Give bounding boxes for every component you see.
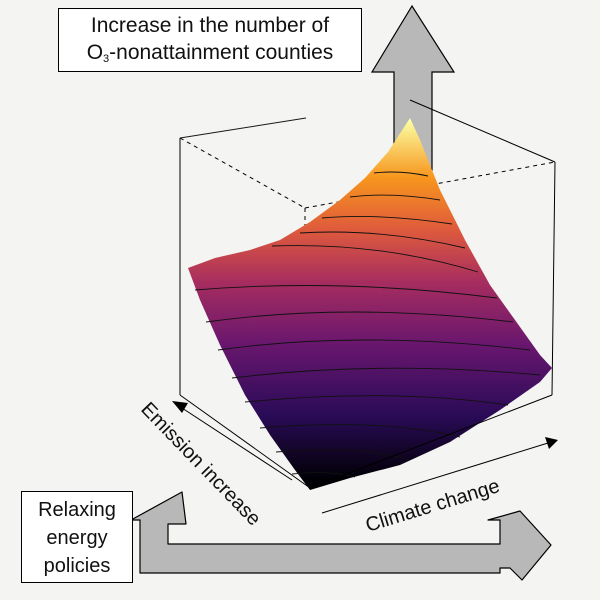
policy-line-3: policies — [43, 555, 111, 577]
ozone-label-line-1: Increase in the number of — [90, 14, 330, 37]
ozone-increase-label: Increase in the number of O3-nonattainme… — [58, 8, 362, 72]
policy-arrow — [130, 491, 552, 581]
response-surface — [188, 118, 552, 490]
box-visible-edges — [179, 99, 556, 489]
ozone-symbol: O — [86, 41, 104, 64]
climate-axis-arrow — [321, 437, 558, 514]
climate-axis-label: Climate change — [363, 475, 502, 537]
ozone-label-line-2: O3-nonattainment counties — [65, 39, 355, 73]
ozone-label-suffix: -nonattainment counties — [109, 41, 334, 64]
surface-contours — [194, 171, 541, 478]
ozone-subscript: 3 — [103, 53, 110, 65]
emission-axis-arrow — [172, 401, 293, 481]
policy-line-1: Relaxing — [38, 499, 116, 521]
increase-arrow — [370, 4, 456, 171]
energy-policy-label: Relaxing energy policies — [21, 491, 133, 583]
policy-line-2: energy — [46, 527, 108, 549]
